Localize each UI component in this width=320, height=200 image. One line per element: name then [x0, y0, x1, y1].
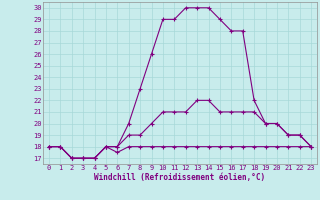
X-axis label: Windchill (Refroidissement éolien,°C): Windchill (Refroidissement éolien,°C) — [94, 173, 266, 182]
